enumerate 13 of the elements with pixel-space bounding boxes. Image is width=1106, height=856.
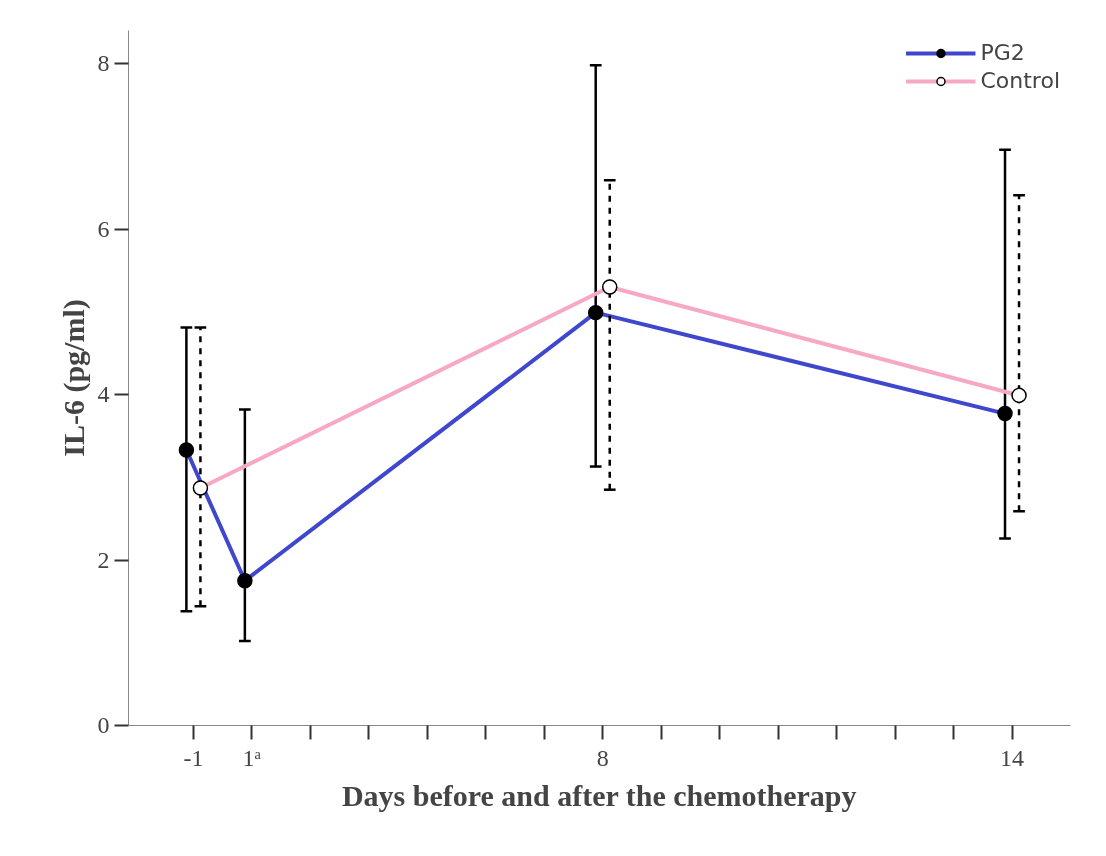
y-tick-label: 2 (97, 546, 110, 573)
x-tick-label: 14 (1000, 744, 1025, 771)
y-tick-label: 6 (97, 215, 110, 242)
x-tick-label: 1ᵃ (242, 744, 262, 771)
y-tick-label: 4 (97, 381, 110, 408)
legend-label: Control (980, 68, 1060, 93)
y-tick-label: 8 (97, 50, 110, 77)
y-tick-label: 0 (97, 712, 110, 738)
y-axis-title: IL-6 (pg/ml) (56, 299, 91, 457)
x-axis-title: Days before and after the chemotherapy (341, 778, 857, 812)
x-tick-label: 8 (596, 744, 609, 771)
legend-label: PG2 (980, 40, 1025, 65)
x-tick-label: -1 (183, 744, 204, 771)
